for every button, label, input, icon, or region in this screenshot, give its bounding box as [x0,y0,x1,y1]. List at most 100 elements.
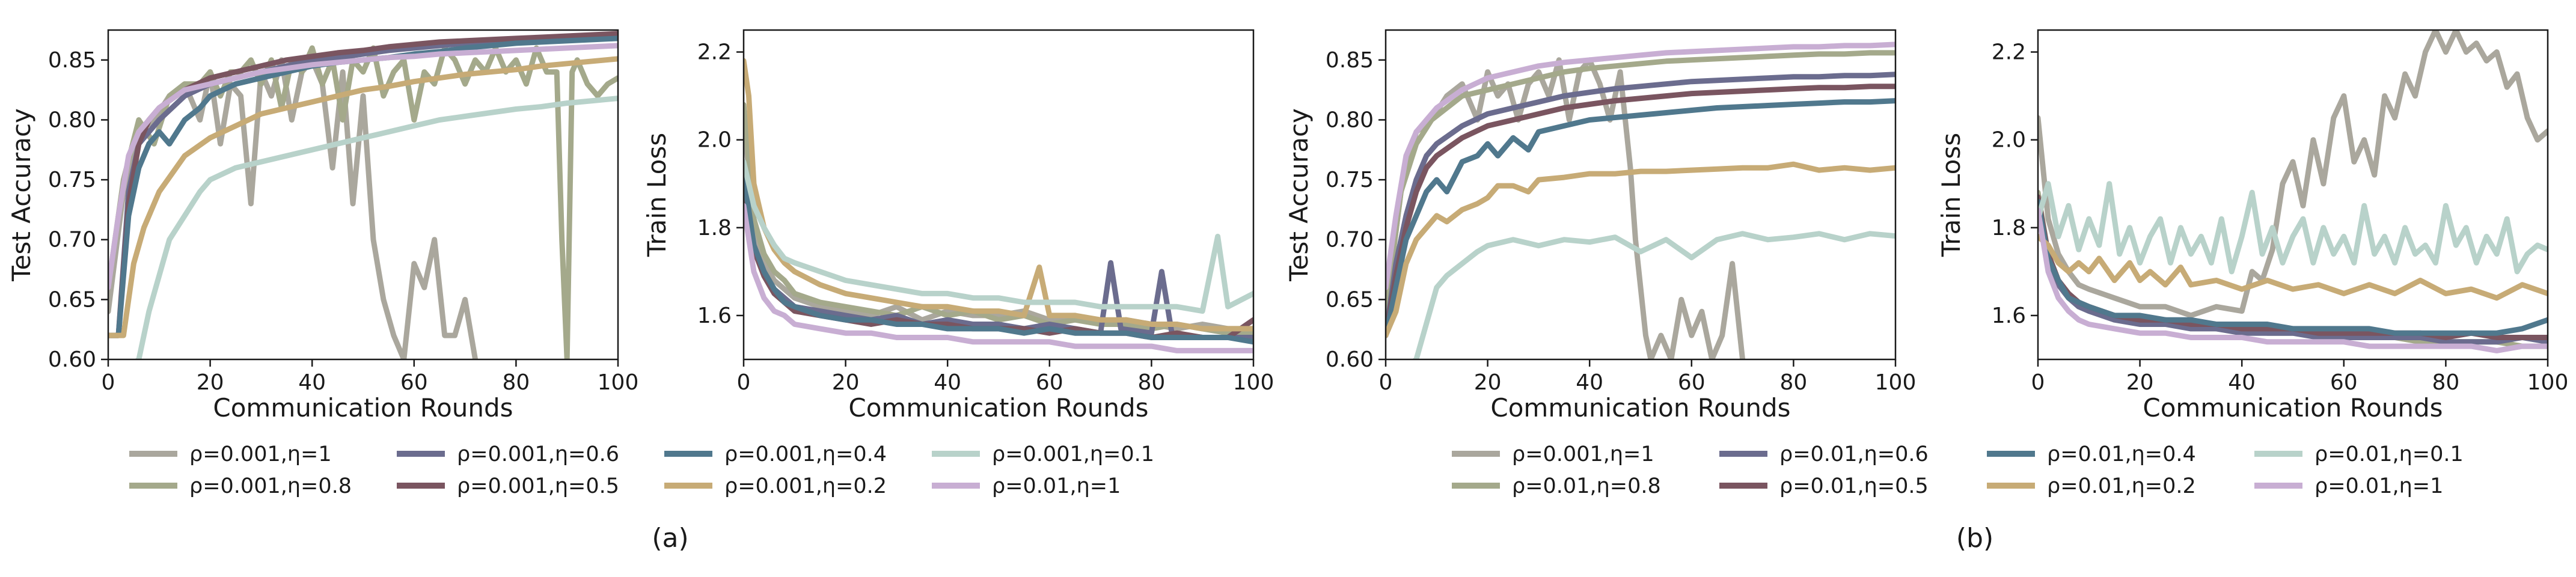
x-tick-label: 80 [1137,370,1165,395]
series-line-3 [1386,72,1895,338]
series-line-6 [744,58,1253,332]
y-tick-label: 0.60 [48,347,96,372]
series-line-2 [1386,50,1895,314]
series-group [744,58,1253,353]
legend-label: ρ=0.01,η=1 [2314,474,2443,498]
x-tick-label: 100 [1233,370,1274,395]
y-tick-label: 0.60 [1326,347,1374,372]
series-line-8 [108,43,618,290]
series-group [1386,41,1895,359]
x-tick-label: 100 [2527,370,2569,395]
y-tick-label: 0.65 [1326,287,1374,312]
legend-a: ρ=0.001,η=1 ρ=0.001,η=0.8 ρ=0.001,η=0.6 ρ=0… [129,442,1154,498]
panel-b-test-accuracy: 0 20 40 60 80 100 0.60 0.65 0.70 0.75 0.80 0.85 Comm… [1284,29,1917,423]
y-tick-label: 1.6 [1992,304,2026,328]
y-tick-label: 0.80 [48,108,96,132]
x-axis-label: Communication Rounds [213,393,513,423]
caption-b: (b) [1956,523,1993,554]
series-line-3 [744,181,1253,340]
x-tick-label: 60 [1678,370,1706,395]
legend-label: ρ=0.001,η=0.6 [457,442,619,466]
x-axis-label: Communication Rounds [2143,393,2443,423]
series-line-3 [108,33,618,338]
y-tick-label: 2.2 [1992,40,2026,65]
y-tick-label: 0.75 [48,168,96,192]
x-tick-label: 60 [1036,370,1063,395]
x-tick-label: 80 [502,370,530,395]
series-line-7 [2038,181,2548,275]
series-line-4 [1386,84,1895,338]
series-line-5 [2038,198,2548,336]
legend-label: ρ=0.001,η=0.2 [724,474,887,498]
series-line-7 [744,159,1253,314]
legend-label: ρ=0.01,η=0.6 [1779,442,1929,466]
y-tick-label: 2.0 [1992,128,2026,153]
legend-label: ρ=0.001,η=0.1 [992,442,1154,466]
series-line-6 [108,56,618,338]
caption-a: (a) [652,523,688,554]
y-tick-label: 2.0 [697,128,732,153]
x-tick-label: 40 [934,370,961,395]
x-tick-label: 0 [737,370,751,395]
x-tick-label: 0 [102,370,115,395]
y-tick-label: 0.85 [48,48,96,73]
plot-frame [107,29,619,361]
y-tick-label: 0.75 [1326,168,1374,192]
y-axis-label: Test Accuracy [7,108,36,282]
series-line-8 [2038,207,2548,353]
series-line-5 [744,172,1253,345]
series-line-8 [1386,41,1895,290]
series-line-1 [2038,30,2548,319]
plot-frame [1384,29,1897,361]
y-axis-label: Train Loss [642,133,672,257]
series-line-6 [1386,161,1895,338]
y-tick-label: 0.65 [48,287,96,312]
plot-frame [742,29,1255,361]
legend-label: ρ=0.001,η=0.4 [724,442,887,466]
legend-label: ρ=0.01,η=0.8 [1512,474,1661,498]
series-line-4 [108,31,618,338]
x-tick-label: 60 [2330,370,2358,395]
series-line-7 [134,96,618,359]
x-tick-label: 0 [1379,370,1393,395]
legend-label: ρ=0.01,η=0.5 [1779,474,1929,498]
x-tick-label: 20 [1474,370,1502,395]
x-tick-label: 80 [2432,370,2459,395]
series-line-3 [2038,198,2548,345]
y-tick-label: 0.85 [1326,48,1374,73]
series-group [2038,30,2548,353]
series-line-8 [744,203,1253,353]
panel-a-train-loss: 0 20 40 60 80 100 1.6 1.8 2.0 2.2 Communication Ro… [642,29,1274,423]
x-axis-label: Communication Rounds [1490,393,1790,423]
y-tick-label: 1.6 [697,304,732,328]
series-group [108,31,618,359]
legend-label: ρ=0.001,η=0.5 [457,474,619,498]
legend-label: ρ=0.01,η=0.2 [2047,474,2196,498]
y-tick-label: 2.2 [697,40,732,65]
x-axis-label: Communication Rounds [848,393,1148,423]
series-line-6 [2038,233,2548,301]
y-tick-label: 0.70 [48,228,96,252]
x-tick-label: 20 [832,370,860,395]
x-tick-label: 40 [1576,370,1603,395]
x-tick-label: 80 [1779,370,1807,395]
x-tick-label: 100 [598,370,639,395]
x-tick-label: 20 [197,370,224,395]
y-tick-label: 1.8 [697,216,732,240]
y-axis-label: Test Accuracy [1284,108,1314,282]
legend-label: ρ=0.001,η=0.8 [189,474,352,498]
legend-label: ρ=0.01,η=1 [992,474,1121,498]
y-tick-label: 0.80 [1326,108,1374,132]
legend-b: ρ=0.001,η=1 ρ=0.01,η=0.8 ρ=0.01,η=0.6 ρ=0.0… [1452,442,2464,498]
series-line-2 [744,102,1253,336]
legend-label: ρ=0.001,η=1 [1512,442,1654,466]
series-line-7 [1412,231,1895,359]
legend-label: ρ=0.01,η=0.1 [2314,442,2464,466]
x-tick-label: 0 [2031,370,2045,395]
x-tick-label: 100 [1875,370,1917,395]
x-tick-label: 20 [2126,370,2154,395]
y-tick-label: 1.8 [1992,216,2026,240]
legend-label: ρ=0.01,η=0.4 [2047,442,2196,466]
y-axis-label: Train Loss [1936,133,1966,257]
